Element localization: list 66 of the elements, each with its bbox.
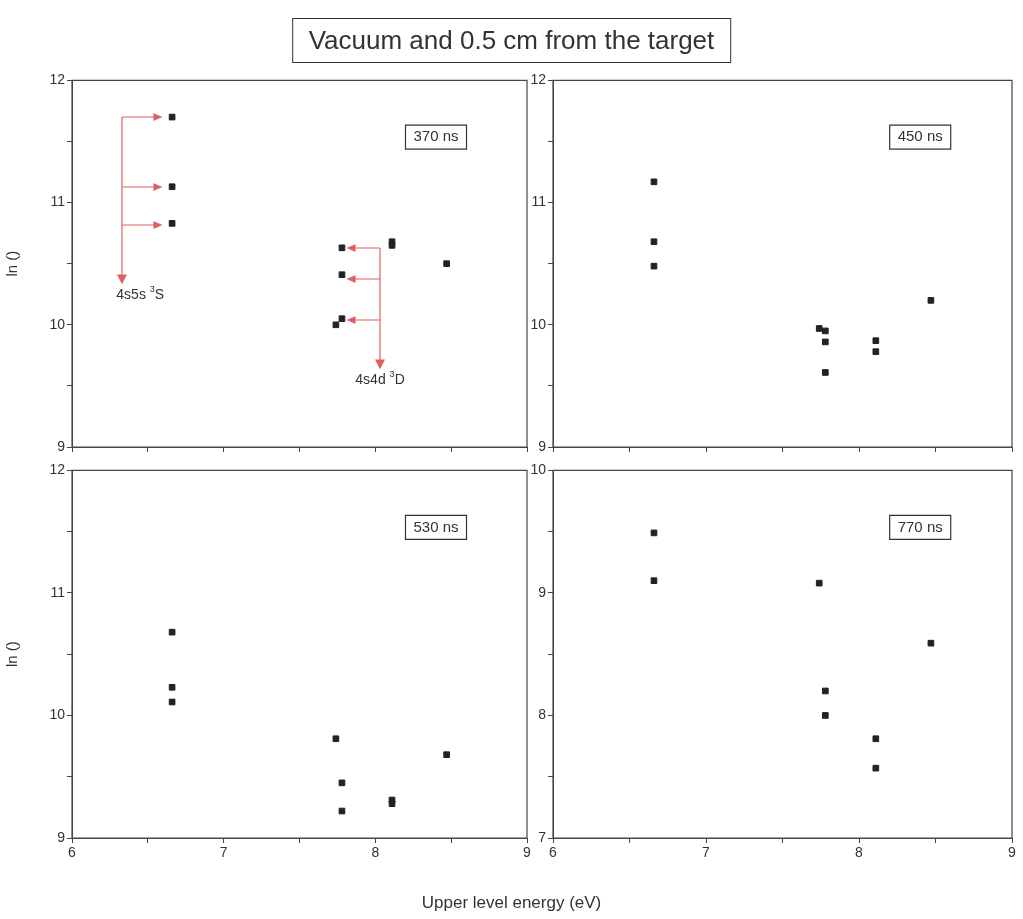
point — [338, 779, 346, 787]
point — [338, 315, 346, 323]
y-tick-label: 9 — [538, 583, 547, 600]
y-tick-label: 10 — [49, 315, 66, 332]
point — [168, 628, 176, 636]
x-tick-label: 7 — [219, 844, 228, 861]
point — [872, 735, 880, 743]
annotation: 770 ns — [897, 517, 943, 535]
y-tick-label: 7 — [538, 828, 547, 845]
y-tick-label: 12 — [49, 461, 66, 478]
y-tick-label: 12 — [530, 71, 547, 88]
annotation: 370 ns — [413, 127, 459, 145]
annotation: 450 ns — [897, 127, 943, 145]
y-tick-label: 11 — [50, 193, 66, 210]
annotation: 530 ns — [413, 517, 459, 535]
point — [650, 529, 658, 537]
point — [338, 807, 346, 815]
point — [822, 338, 829, 346]
point — [815, 579, 823, 587]
point — [650, 262, 658, 270]
point — [443, 751, 450, 759]
point — [822, 712, 829, 719]
point — [815, 325, 823, 332]
point — [927, 639, 935, 647]
y-axis-title: ln () — [3, 250, 21, 277]
y-tick-label: 11 — [531, 193, 547, 210]
x-tick-label: 6 — [68, 844, 77, 861]
point — [872, 337, 880, 345]
y-tick-label: 11 — [50, 583, 66, 600]
y-tick-label: 12 — [49, 71, 66, 88]
x-tick-label: 8 — [855, 844, 864, 861]
x-axis-title: Upper level energy (eV) — [420, 893, 603, 913]
y-tick-label: 10 — [530, 315, 547, 332]
x-tick-label: 6 — [549, 844, 558, 861]
point — [168, 683, 176, 691]
point — [927, 297, 935, 304]
y-tick-label: 10 — [49, 706, 66, 723]
point — [443, 260, 450, 268]
point — [168, 183, 176, 191]
point — [332, 321, 340, 329]
point — [650, 178, 658, 186]
point — [822, 369, 829, 376]
x-tick-label: 7 — [702, 844, 711, 861]
y-axis-title: ln () — [3, 641, 21, 668]
point — [332, 735, 340, 743]
y-tick-label: 9 — [538, 437, 547, 454]
y-tick-label: 9 — [57, 828, 66, 845]
x-tick-label: 8 — [371, 844, 380, 861]
point — [822, 687, 829, 695]
point — [822, 327, 829, 335]
point — [872, 348, 880, 356]
y-tick-label: 10 — [530, 461, 547, 478]
x-tick-label: 9 — [1008, 844, 1017, 861]
point — [388, 800, 396, 808]
point — [338, 244, 346, 252]
point — [168, 113, 176, 121]
point — [168, 220, 176, 227]
y-tick-label: 9 — [57, 437, 66, 454]
point — [388, 242, 396, 249]
chart-title: Vacuum and 0.5 cm from the target — [291, 18, 732, 63]
point — [650, 238, 658, 246]
y-tick-label: 8 — [538, 706, 547, 723]
point — [168, 698, 176, 706]
point — [650, 577, 658, 585]
point — [872, 764, 880, 772]
point — [338, 271, 346, 279]
